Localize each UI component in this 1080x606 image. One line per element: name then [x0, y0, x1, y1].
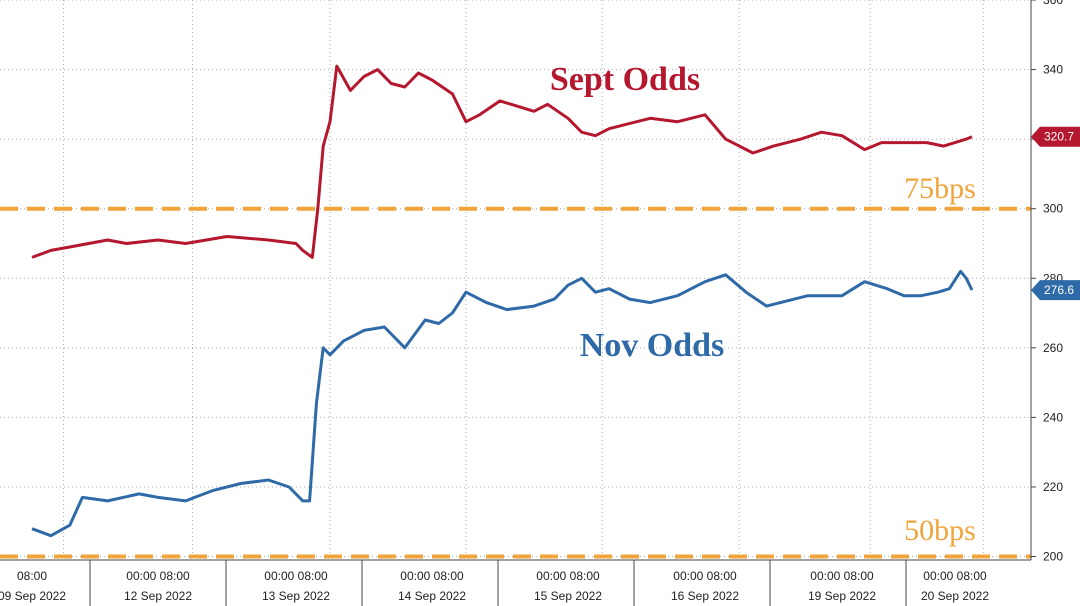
x-tick-date-0: 09 Sep 2022 — [0, 589, 66, 603]
x-tick-date-1: 12 Sep 2022 — [124, 589, 192, 603]
series-line-0 — [31, 64, 973, 259]
x-tick-time-7: 00:00 08:00 — [923, 569, 987, 583]
last-value-label-1: 276.6 — [1044, 283, 1074, 297]
last-value-label-0: 320.7 — [1044, 130, 1074, 144]
series-name-0: Sept Odds — [550, 61, 700, 98]
x-tick-date-6: 19 Sep 2022 — [808, 589, 876, 603]
x-tick-date-2: 13 Sep 2022 — [262, 589, 330, 603]
reference-lines — [0, 206, 1031, 559]
last-value-badge-1 — [1031, 280, 1080, 301]
series-name-1: Nov Odds — [580, 327, 725, 364]
y-tick-label-0: 200 — [1043, 550, 1063, 564]
x-tick-time-5: 00:00 08:00 — [673, 569, 737, 583]
x-tick-date-3: 14 Sep 2022 — [398, 589, 466, 603]
x-tick-time-1: 00:00 08:00 — [126, 569, 190, 583]
x-tick-date-4: 15 Sep 2022 — [534, 589, 602, 603]
x-tick-time-6: 00:00 08:00 — [810, 569, 874, 583]
y-tick-label-1: 220 — [1043, 480, 1063, 494]
y-tick-label-8: 360 — [1043, 0, 1063, 7]
x-tick-time-3: 00:00 08:00 — [400, 569, 464, 583]
chart-annotations: Sept Odds 320.7 Nov Odds 276.6 75bps 50bps — [550, 61, 1080, 547]
series-line-1 — [31, 269, 974, 538]
y-tick-label-5: 300 — [1043, 202, 1063, 216]
y-tick-label-7: 340 — [1043, 63, 1063, 77]
y-tick-label-2: 240 — [1043, 410, 1063, 424]
x-axis-ticks: 08:00 09 Sep 2022 00:00 08:00 12 Sep 2022 00… — [0, 560, 989, 606]
x-tick-time-2: 00:00 08:00 — [264, 569, 328, 583]
x-tick-time-4: 00:00 08:00 — [536, 569, 600, 583]
ref-label-75bps: 75bps — [904, 172, 976, 205]
x-tick-date-7: 20 Sep 2022 — [921, 589, 989, 603]
series-lines — [31, 64, 974, 538]
last-value-badge-0 — [1031, 126, 1080, 147]
ref-label-50bps: 50bps — [904, 514, 976, 547]
x-tick-time-0: 08:00 — [17, 569, 47, 583]
y-tick-label-3: 260 — [1043, 341, 1063, 355]
grid-lines — [0, 0, 1031, 560]
x-tick-date-5: 16 Sep 2022 — [671, 589, 739, 603]
